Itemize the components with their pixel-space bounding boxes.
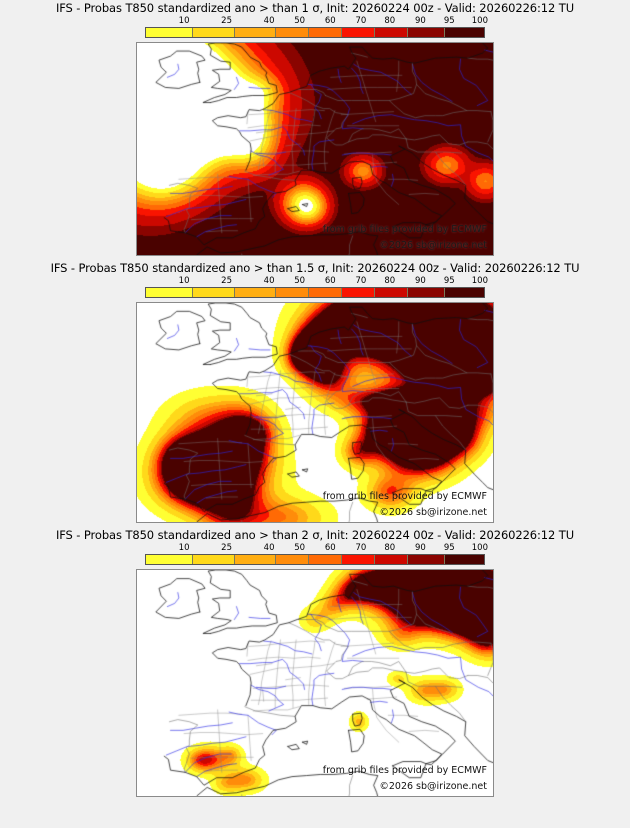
colorbar-segment-8 xyxy=(444,28,484,37)
colorbar-tick-60: 60 xyxy=(324,543,336,553)
colorbar-strip-3 xyxy=(145,554,485,565)
colorbar-tick-95: 95 xyxy=(443,16,455,26)
colorbar-segment-0 xyxy=(146,28,193,37)
map-canvas-3 xyxy=(137,570,493,796)
copyright-credit-1: ©2026 sb@irizone.net xyxy=(379,240,487,251)
colorbar-tick-40: 40 xyxy=(263,276,275,286)
colorbar-segment-4 xyxy=(309,555,343,564)
colorbar-tick-100: 100 xyxy=(471,543,489,553)
colorbar-segment-8 xyxy=(444,288,484,297)
colorbar-tick-90: 90 xyxy=(414,16,426,26)
colorbar-tick-10: 10 xyxy=(178,276,190,286)
colorbar-tick-100: 100 xyxy=(471,16,489,26)
colorbar-tick-95: 95 xyxy=(443,276,455,286)
colorbar-tick-90: 90 xyxy=(414,276,426,286)
probability-panel-3: IFS - Probas T850 standardized ano > tha… xyxy=(0,527,630,797)
colorbar-segment-3 xyxy=(276,555,310,564)
colorbar-segment-4 xyxy=(309,28,343,37)
colorbar-tick-40: 40 xyxy=(263,543,275,553)
colorbar-tick-80: 80 xyxy=(384,543,396,553)
ecmwf-credit-1: from grib files provided by ECMWF xyxy=(322,224,487,235)
colorbar-tick-10: 10 xyxy=(178,16,190,26)
colorbar-segment-7 xyxy=(407,28,445,37)
ecmwf-credit-2: from grib files provided by ECMWF xyxy=(322,491,487,502)
colorbar-ticks-2: 10 25 40 50 60 70 80 90 95 100 xyxy=(145,276,489,287)
colorbar-3: 10 25 40 50 60 70 80 90 95 100 xyxy=(145,543,489,567)
colorbar-tick-80: 80 xyxy=(384,16,396,26)
panel-title-2: IFS - Probas T850 standardized ano > tha… xyxy=(50,261,580,275)
colorbar-tick-70: 70 xyxy=(355,276,367,286)
colorbar-segment-7 xyxy=(407,555,445,564)
colorbar-tick-50: 50 xyxy=(294,543,306,553)
colorbar-tick-70: 70 xyxy=(355,543,367,553)
ecmwf-credit-3: from grib files provided by ECMWF xyxy=(322,765,487,776)
map-frame-3[interactable]: from grib files provided by ECMWF ©2026 … xyxy=(136,569,494,797)
colorbar-tick-70: 70 xyxy=(355,16,367,26)
colorbar-strip-2 xyxy=(145,287,485,298)
colorbar-tick-80: 80 xyxy=(384,276,396,286)
colorbar-segment-6 xyxy=(374,555,408,564)
colorbar-segment-0 xyxy=(146,555,193,564)
colorbar-segment-2 xyxy=(234,288,277,297)
map-frame-2[interactable]: from grib files provided by ECMWF ©2026 … xyxy=(136,302,494,523)
colorbar-segment-1 xyxy=(192,28,235,37)
map-frame-1[interactable]: from grib files provided by ECMWF ©2026 … xyxy=(136,42,494,256)
colorbar-ticks-1: 10 25 40 50 60 70 80 90 95 100 xyxy=(145,16,489,27)
colorbar-tick-60: 60 xyxy=(324,16,336,26)
map-canvas-1 xyxy=(137,43,493,255)
colorbar-tick-10: 10 xyxy=(178,543,190,553)
probability-panel-2: IFS - Probas T850 standardized ano > tha… xyxy=(0,260,630,523)
colorbar-segment-2 xyxy=(234,28,277,37)
colorbar-segment-4 xyxy=(309,288,343,297)
colorbar-segment-0 xyxy=(146,288,193,297)
colorbar-segment-3 xyxy=(276,288,310,297)
colorbar-strip-1 xyxy=(145,27,485,38)
colorbar-segment-7 xyxy=(407,288,445,297)
colorbar-1: 10 25 40 50 60 70 80 90 95 100 xyxy=(145,16,489,40)
colorbar-segment-2 xyxy=(234,555,277,564)
colorbar-segment-3 xyxy=(276,28,310,37)
colorbar-ticks-3: 10 25 40 50 60 70 80 90 95 100 xyxy=(145,543,489,554)
map-canvas-2 xyxy=(137,303,493,522)
copyright-credit-3: ©2026 sb@irizone.net xyxy=(379,781,487,792)
colorbar-tick-60: 60 xyxy=(324,276,336,286)
colorbar-segment-1 xyxy=(192,288,235,297)
colorbar-2: 10 25 40 50 60 70 80 90 95 100 xyxy=(145,276,489,300)
colorbar-segment-5 xyxy=(342,555,375,564)
panel-title-3: IFS - Probas T850 standardized ano > tha… xyxy=(55,528,575,542)
copyright-credit-2: ©2026 sb@irizone.net xyxy=(379,507,487,518)
colorbar-tick-40: 40 xyxy=(263,16,275,26)
colorbar-segment-6 xyxy=(374,28,408,37)
colorbar-tick-50: 50 xyxy=(294,16,306,26)
colorbar-segment-5 xyxy=(342,28,375,37)
panel-title-1: IFS - Probas T850 standardized ano > tha… xyxy=(55,1,575,15)
colorbar-tick-50: 50 xyxy=(294,276,306,286)
colorbar-tick-25: 25 xyxy=(221,543,233,553)
colorbar-segment-1 xyxy=(192,555,235,564)
probability-panel-1: IFS - Probas T850 standardized ano > tha… xyxy=(0,0,630,256)
colorbar-tick-100: 100 xyxy=(471,276,489,286)
colorbar-tick-25: 25 xyxy=(221,276,233,286)
colorbar-segment-5 xyxy=(342,288,375,297)
colorbar-segment-6 xyxy=(374,288,408,297)
colorbar-segment-8 xyxy=(444,555,484,564)
colorbar-tick-95: 95 xyxy=(443,543,455,553)
colorbar-tick-90: 90 xyxy=(414,543,426,553)
colorbar-tick-25: 25 xyxy=(221,16,233,26)
